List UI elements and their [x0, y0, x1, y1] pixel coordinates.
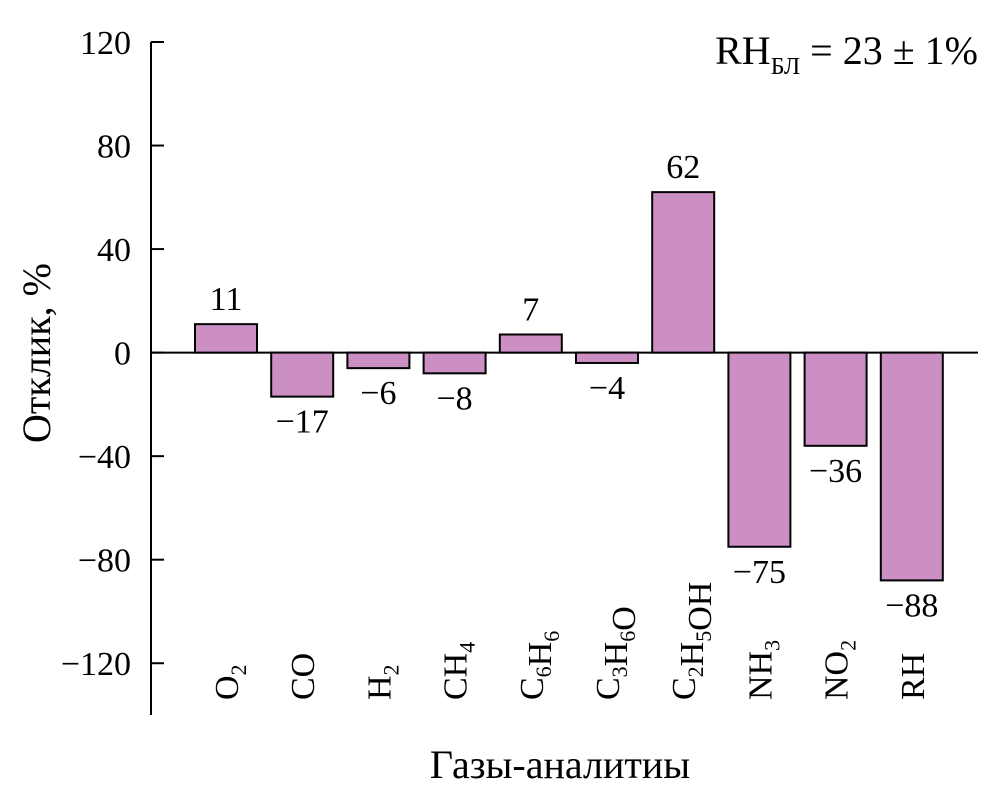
bar-value-label: 11	[210, 281, 243, 318]
category-label: C6H6	[514, 631, 564, 700]
bar-value-label: −75	[733, 554, 786, 591]
bar	[270, 351, 335, 398]
category-label: O2	[209, 664, 251, 700]
y-tick-label: 80	[97, 129, 131, 166]
bar-value-label: 62	[666, 149, 700, 186]
y-tick-label: −40	[78, 439, 131, 476]
category-label: NO2	[819, 640, 861, 700]
bar-value-label: −17	[276, 404, 329, 441]
category-label: C3H6O	[590, 606, 643, 700]
category-label: CH4	[438, 642, 480, 700]
axes: 120 80 40 0 −40 −80 −120	[61, 25, 978, 715]
bar-value-label: −4	[589, 370, 625, 407]
data-labels: 11 −17 −6 −8 7 −4 62 −75 −36 −88	[210, 149, 939, 624]
y-tick-label: 120	[80, 25, 131, 62]
bar	[879, 351, 944, 582]
category-label: RH	[895, 653, 932, 700]
category-labels: O2 CO H2 CH4 C6H6 C3H6O C2H5OH NH3 NO2 RH	[209, 582, 932, 700]
bar-value-label: −88	[885, 587, 938, 624]
bar	[422, 351, 487, 375]
category-label: NH3	[742, 640, 784, 700]
category-label: C2H5OH	[666, 582, 719, 700]
category-label: H2	[361, 664, 403, 700]
bar-value-label: 7	[522, 291, 539, 328]
bar	[498, 333, 563, 354]
bar	[346, 351, 411, 370]
category-label: CO	[285, 653, 322, 700]
y-tick-label: −80	[78, 543, 131, 580]
bar	[727, 351, 792, 548]
y-tick-label: −120	[61, 646, 131, 683]
rh-annotation: RHБЛ = 23 ± 1%	[715, 28, 978, 80]
bar	[803, 351, 868, 447]
bar-value-label: −8	[437, 380, 473, 417]
bar-value-label: −36	[809, 453, 862, 490]
bar	[575, 351, 639, 364]
y-tick-label: 0	[114, 336, 131, 373]
bars	[194, 191, 944, 582]
bar	[651, 191, 716, 354]
y-tick-label: 40	[97, 232, 131, 269]
bar-value-label: −6	[360, 375, 396, 412]
y-axis-title: Отклик, %	[14, 263, 59, 443]
bar	[194, 323, 258, 354]
x-axis-title: Газы-аналитиы	[430, 742, 690, 787]
